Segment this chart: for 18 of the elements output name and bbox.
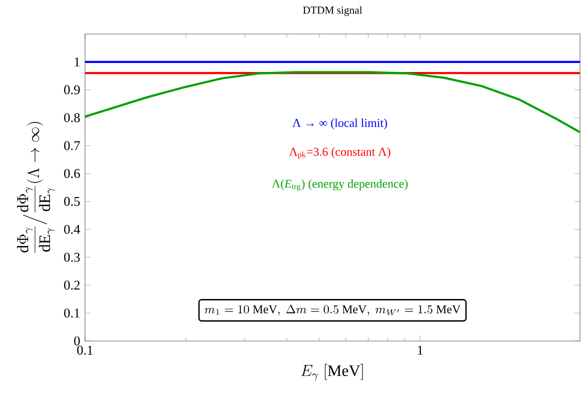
y-axis-title: $\frac{\mathrm{d}\Phi_\gamma}{\mathrm{dE}_\gamma}\Big/\frac{\mathrm{d}\Phi_\gamma}{\mathrm{dE}_\gamma}(\Lambda\to\infty)$ xyxy=(17,122,55,253)
annotation: $m_1=10\ \mathrm{MeV},\ \Delta m=0.5\ \mathrm{MeV},\ m_{W'}=1.5\ \mathrm{MeV}$ xyxy=(204,304,461,316)
text: Λ$_{pk}$=3.6 (constant Λ) xyxy=(289,147,390,159)
y-tick-label: 0.3 xyxy=(64,252,80,262)
y-tick-label: 1 xyxy=(74,58,80,66)
y-tick-label: 0.5 xyxy=(64,196,80,206)
y-tick-label: 0.8 xyxy=(64,113,80,122)
y-tick-label: 0.1 xyxy=(64,308,80,318)
y-tick-label: 0.9 xyxy=(64,85,80,94)
text: Λ(E$_{trg}$) (energy dependence) xyxy=(272,179,408,191)
chart-title: DTDM signal xyxy=(303,6,362,16)
y-tick-label: 0.7 xyxy=(64,141,80,150)
y-tick-label: 0.4 xyxy=(64,224,80,234)
y-tick-label: 0.6 xyxy=(64,169,80,178)
y-tick-label: 0.2 xyxy=(64,280,80,290)
text: Λ → ∞ (local limit) xyxy=(292,118,388,130)
x-axis-title: $E_\gamma\ [\mathrm{MeV}]$ xyxy=(301,364,363,381)
y-tick-label: 0 xyxy=(74,336,80,346)
